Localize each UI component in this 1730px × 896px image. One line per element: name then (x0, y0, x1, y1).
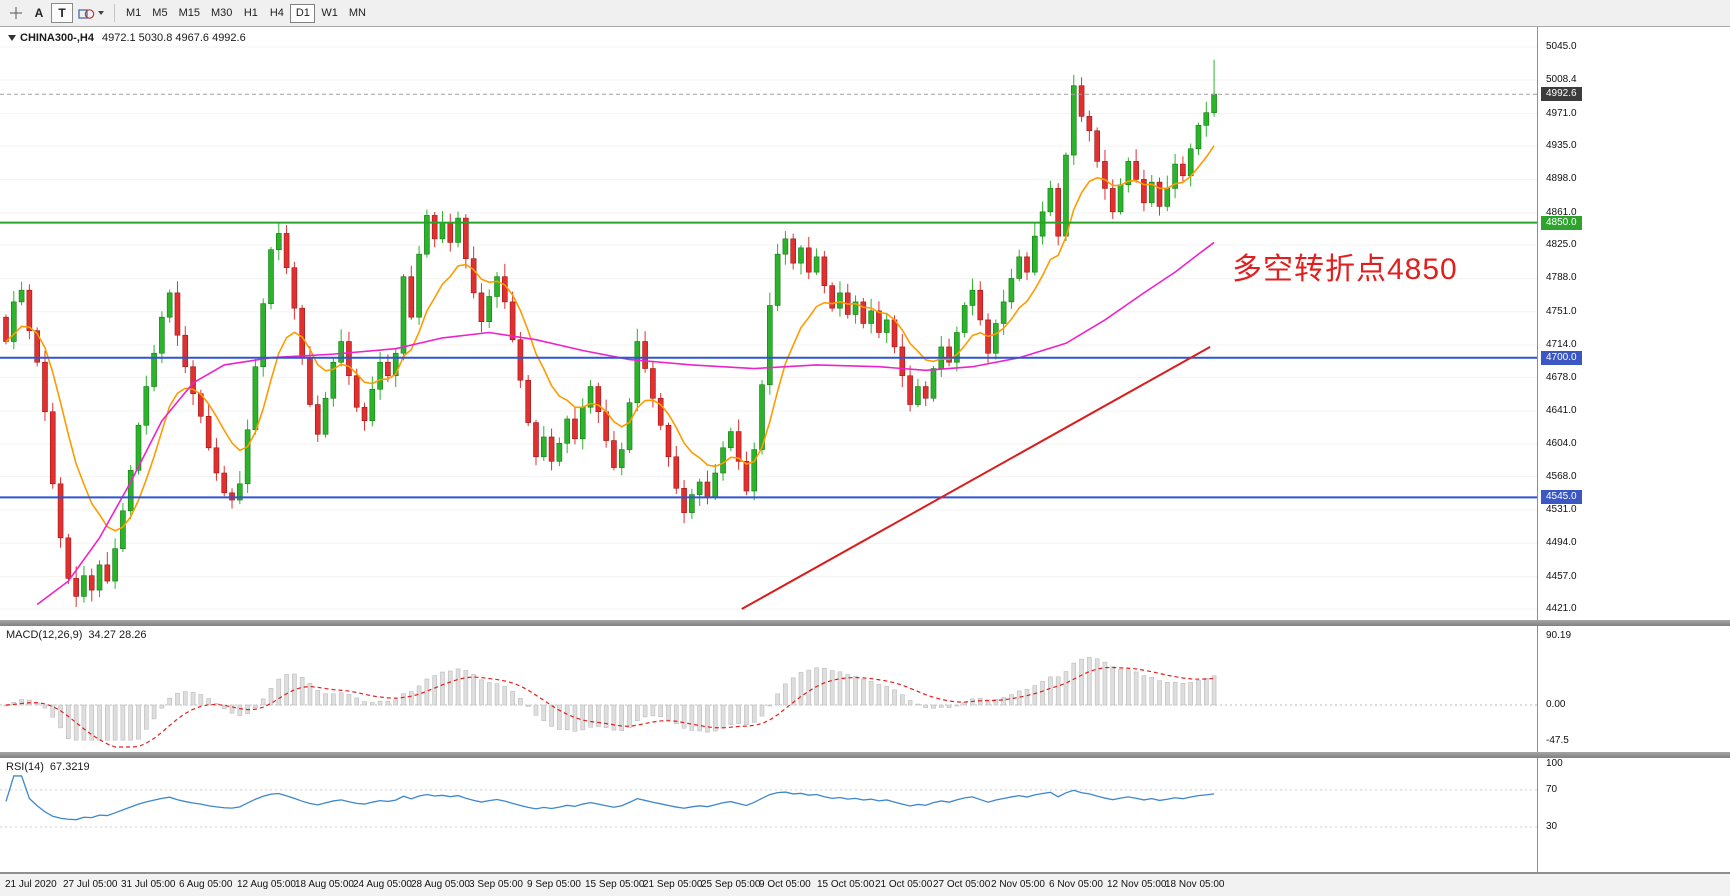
rsi-axis-label: 30 (1546, 821, 1558, 832)
candlesticks (3, 59, 1217, 608)
ma-fast-line (5, 145, 1215, 532)
macd-histogram (3, 657, 1217, 741)
textbox-tool-button[interactable]: T (51, 3, 73, 23)
timeframe-h4-button[interactable]: H4 (264, 4, 289, 23)
macd-values: 34.27 28.26 (88, 629, 147, 641)
price-tick-label: 4641.0 (1546, 404, 1577, 416)
time-label: 18 Nov 05:00 (1165, 879, 1225, 890)
time-label: 2 Nov 05:00 (991, 879, 1045, 890)
collapse-triangle-icon (8, 35, 16, 42)
price-tick-label: 5045.0 (1546, 41, 1577, 52)
time-label: 25 Sep 05:00 (701, 879, 761, 890)
ohlc-values-label: 4972.1 5030.8 4967.6 4992.6 (101, 32, 246, 44)
toolbar: A T M1 M5 M15 M30 H1 H4 D1 W1 MN (0, 0, 1730, 27)
time-label: 28 Aug 05:00 (411, 879, 470, 890)
price-tick-label: 4751.0 (1546, 305, 1577, 317)
shapes-icon (78, 8, 95, 19)
time-label: 31 Jul 05:00 (121, 879, 176, 890)
rsi-axis-label: 100 (1546, 758, 1563, 769)
time-label: 18 Aug 05:00 (295, 879, 354, 890)
price-tick-label: 4971.0 (1546, 107, 1577, 119)
ma-slow-line (36, 241, 1215, 606)
panel-splitter[interactable] (0, 752, 1730, 758)
rsi-label: RSI(14) 67.3219 (6, 761, 90, 773)
time-label: 9 Sep 05:00 (527, 879, 581, 890)
timeframe-mn-button[interactable]: MN (344, 4, 371, 23)
chart-annotation[interactable]: 多空转折点4850 (1232, 253, 1458, 286)
cursor-tool-button[interactable] (5, 3, 27, 23)
time-label: 12 Aug 05:00 (237, 879, 296, 890)
rsi-canvas[interactable] (0, 758, 1537, 872)
rsi-line (5, 775, 1215, 821)
rsi-name: RSI(14) (6, 761, 44, 773)
time-label: 3 Sep 05:00 (469, 879, 523, 890)
timeframe-m15-button[interactable]: M15 (174, 4, 205, 23)
timeframe-m30-button[interactable]: M30 (206, 4, 237, 23)
price-tick-label: 4678.0 (1546, 371, 1577, 383)
level-price-badge: 4850.0 (1541, 215, 1582, 230)
price-tick-label: 4861.0 (1546, 206, 1577, 218)
macd-canvas[interactable] (0, 626, 1537, 752)
price-tick-label: 4604.0 (1546, 438, 1577, 450)
macd-axis[interactable]: 90.19 0.00 -47.5 (1537, 626, 1730, 752)
time-label: 6 Nov 05:00 (1049, 879, 1103, 890)
text-tool-button[interactable]: A (28, 3, 50, 23)
time-label: 9 Oct 05:00 (759, 879, 811, 890)
price-tick-label: 4898.0 (1546, 173, 1577, 185)
price-tick-label: 4494.0 (1546, 537, 1577, 549)
time-label: 6 Aug 05:00 (179, 879, 233, 890)
price-tick-label: 4421.0 (1546, 603, 1577, 614)
timeframe-m1-button[interactable]: M1 (121, 4, 146, 23)
macd-panel[interactable]: MACD(12,26,9) 34.27 28.26 (0, 626, 1537, 752)
crosshair-icon (10, 7, 22, 19)
time-label: 21 Sep 05:00 (643, 879, 703, 890)
level-price-badge: 4700.0 (1541, 350, 1582, 365)
rsi-value: 67.3219 (49, 761, 90, 773)
time-label: 15 Oct 05:00 (817, 879, 875, 890)
time-label: 15 Sep 05:00 (585, 879, 645, 890)
price-tick-label: 4457.0 (1546, 570, 1577, 582)
macd-axis-label: 0.00 (1546, 699, 1566, 710)
timeframe-h1-button[interactable]: H1 (238, 4, 263, 23)
time-label: 21 Oct 05:00 (875, 879, 933, 890)
rsi-panel[interactable]: RSI(14) 67.3219 (0, 758, 1537, 872)
price-tick-label: 4568.0 (1546, 470, 1577, 482)
time-label: 12 Nov 05:00 (1107, 879, 1167, 890)
symbol-period-label: CHINA300-,H4 (20, 32, 94, 44)
macd-name: MACD(12,26,9) (6, 629, 83, 641)
time-label: 21 Jul 2020 (5, 879, 57, 890)
price-axis[interactable]: 5045.0 5008.4 4971.0 4935.0 4898.0 4861.0 4825… (1537, 27, 1730, 620)
price-chart-canvas[interactable] (0, 27, 1537, 620)
macd-label: MACD(12,26,9) 34.27 28.26 (6, 629, 147, 641)
macd-axis-label: -47.5 (1546, 735, 1569, 747)
toolbar-separator (114, 4, 115, 22)
current-price-badge: 4992.6 (1541, 87, 1582, 102)
shapes-tool-button[interactable] (74, 3, 108, 23)
timeframe-w1-button[interactable]: W1 (316, 4, 343, 23)
time-label: 24 Aug 05:00 (353, 879, 412, 890)
rsi-axis-label: 70 (1546, 783, 1558, 795)
price-tick-label: 4825.0 (1546, 239, 1577, 251)
macd-signal-line (5, 666, 1215, 748)
price-tick-label: 4788.0 (1546, 272, 1577, 284)
macd-axis-label: 90.19 (1546, 630, 1572, 641)
chart-title: CHINA300-,H4 4972.1 5030.8 4967.6 4992.6 (8, 32, 246, 44)
timeframe-m5-button[interactable]: M5 (147, 4, 172, 23)
level-price-badge: 4545.0 (1541, 490, 1582, 505)
trend-line[interactable] (741, 346, 1211, 610)
rsi-axis[interactable]: 100 70 30 (1537, 758, 1730, 872)
timeframe-d1-button[interactable]: D1 (290, 3, 316, 23)
panel-splitter[interactable] (0, 620, 1730, 626)
timeframe-buttons: M1 M5 M15 M30 H1 H4 D1 W1 MN (121, 3, 371, 23)
price-tick-label: 4714.0 (1546, 339, 1577, 351)
time-axis[interactable]: 21 Jul 2020 27 Jul 05:00 31 Jul 05:00 6 Aug… (0, 872, 1730, 896)
price-tick-label: 4935.0 (1546, 140, 1577, 152)
chevron-down-icon (98, 11, 104, 15)
price-tick-label: 4531.0 (1546, 503, 1577, 515)
main-chart-panel[interactable]: CHINA300-,H4 4972.1 5030.8 4967.6 4992.6 … (0, 27, 1537, 620)
time-label: 27 Jul 05:00 (63, 879, 118, 890)
time-label: 27 Oct 05:00 (933, 879, 991, 890)
price-tick-label: 5008.4 (1546, 73, 1577, 85)
